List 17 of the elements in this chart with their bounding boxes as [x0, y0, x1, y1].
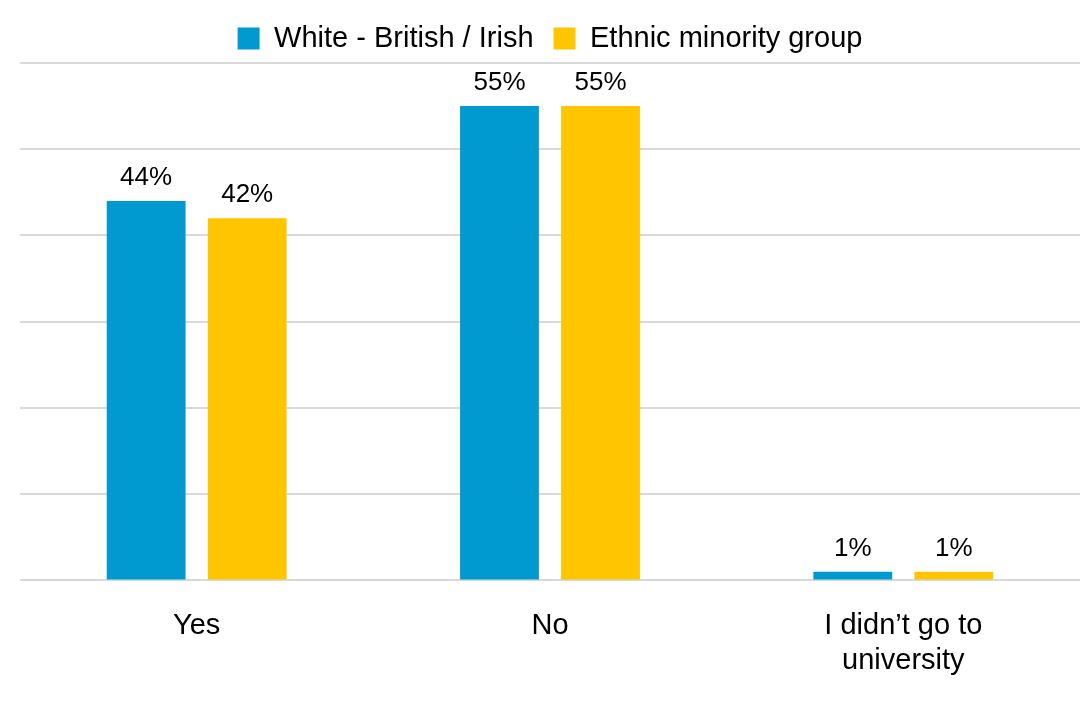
x-tick-label: I didn’t go to university: [824, 607, 983, 675]
data-label: 42%: [221, 178, 274, 209]
data-label: 1%: [935, 531, 973, 562]
data-label: 55%: [473, 66, 526, 97]
data-label: 55%: [574, 66, 627, 97]
bar: [914, 571, 994, 580]
bar: [561, 106, 640, 580]
bar: [460, 106, 539, 580]
x-tick-label: No: [531, 607, 569, 640]
legend-label: Ethnic minority group: [590, 20, 863, 53]
data-label: 1%: [834, 531, 872, 562]
legend-label: White - British / Irish: [274, 20, 534, 53]
data-label: 44%: [120, 161, 173, 192]
x-tick-label: Yes: [173, 607, 221, 640]
bar: [106, 200, 186, 580]
bar: [813, 571, 893, 580]
bar: [207, 218, 287, 580]
